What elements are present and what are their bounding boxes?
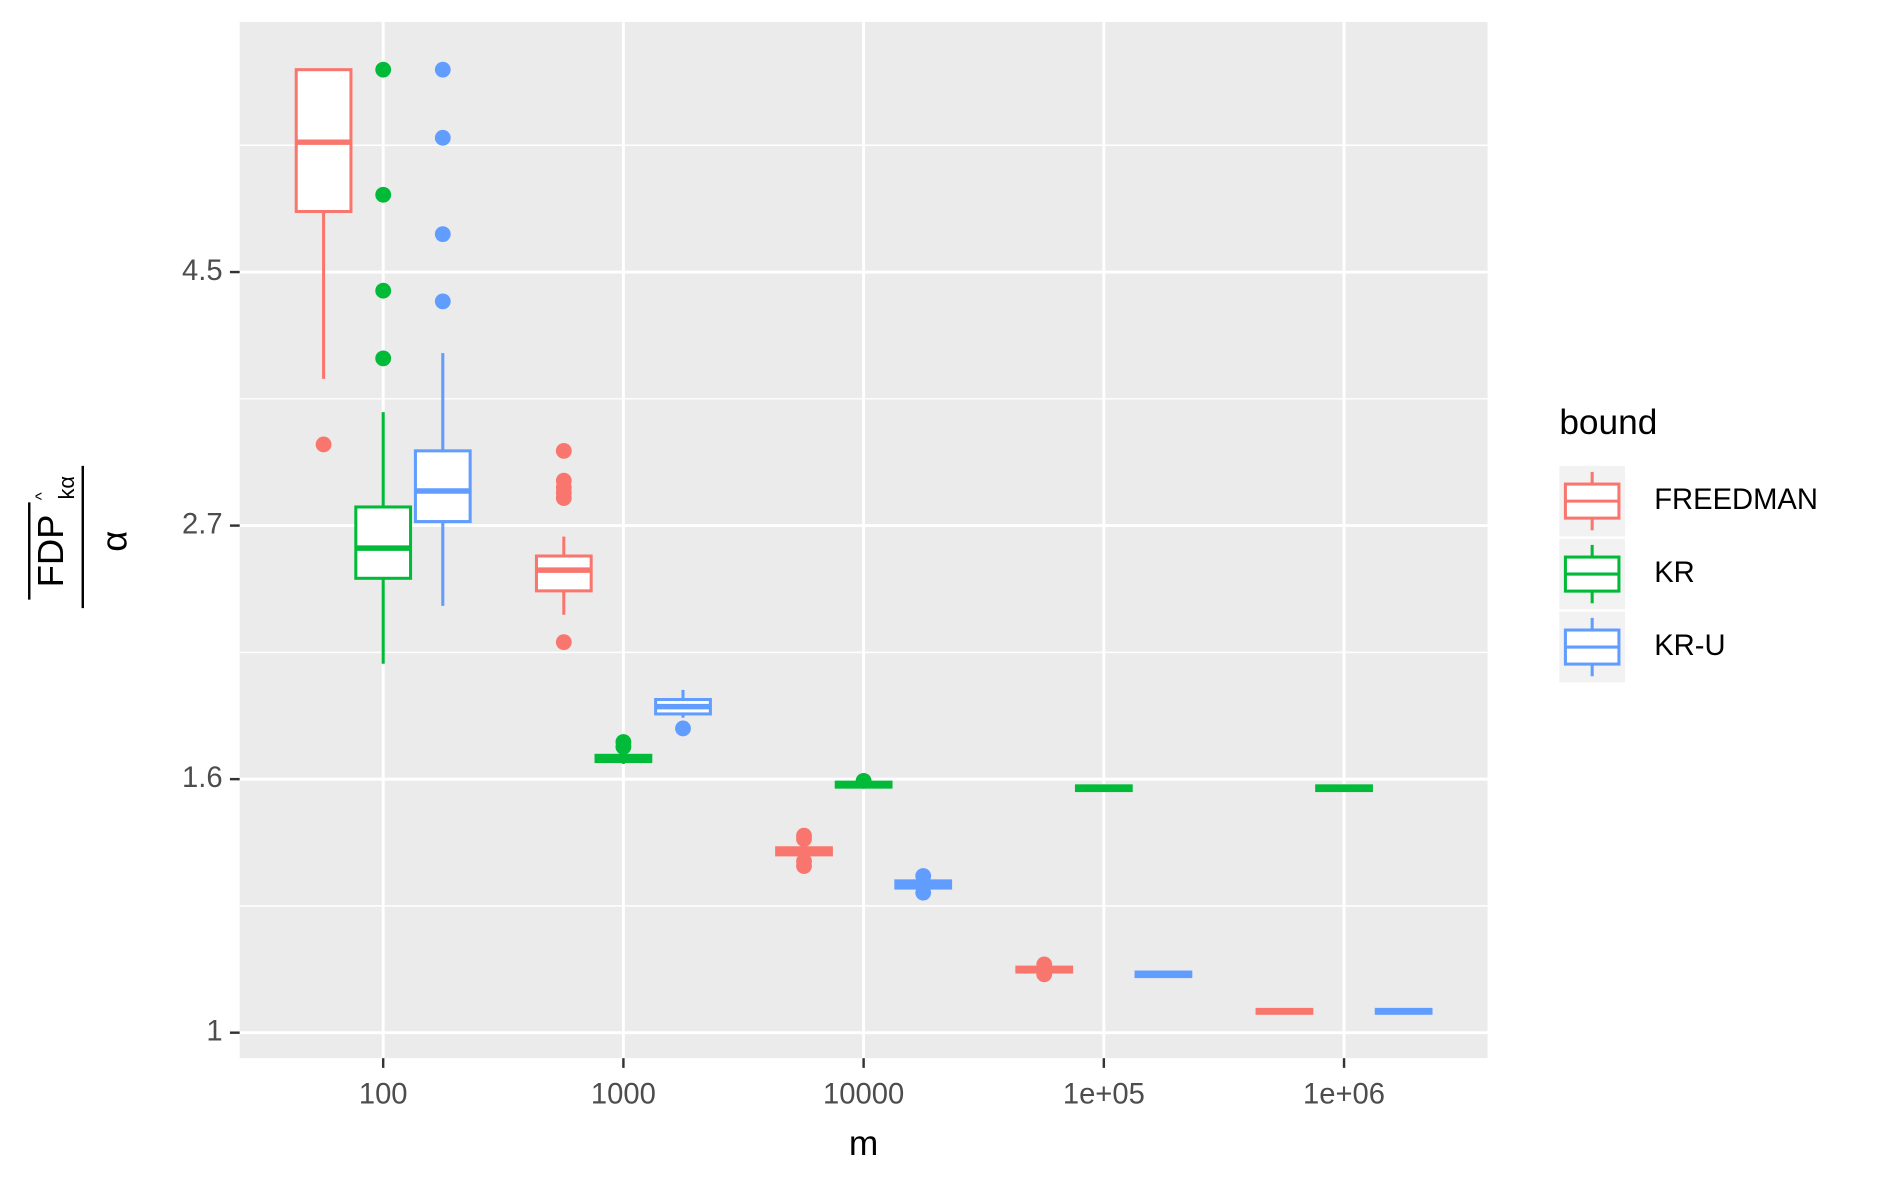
y-tick-label: 1 [206, 1015, 222, 1047]
outlier [434, 61, 451, 78]
outlier [375, 61, 392, 78]
y-tick-label: 2.7 [182, 508, 223, 540]
marks [294, 61, 1433, 1015]
outlier [796, 858, 812, 874]
legend-label: FREEDMAN [1654, 484, 1818, 516]
outlier [434, 293, 451, 310]
y-title-subscript: kα [54, 476, 79, 500]
x-tick-label: 100 [359, 1079, 408, 1111]
outlier [915, 868, 932, 884]
outlier [434, 129, 451, 146]
outlier [555, 442, 572, 459]
y-tick-label: 4.5 [182, 255, 223, 287]
x-tick-label: 10000 [823, 1079, 904, 1111]
y-tick-label: 1.6 [182, 762, 223, 794]
y-title-numerator: FDP [30, 515, 71, 588]
outlier [375, 186, 392, 203]
grid [229, 21, 1488, 1068]
outlier [855, 772, 872, 789]
box [413, 449, 472, 524]
y-title-denominator: α [93, 531, 134, 552]
outlier [615, 738, 632, 755]
box [534, 554, 593, 593]
outlier [555, 634, 572, 651]
legend-label: KR-U [1654, 630, 1725, 662]
x-axis-title: m [849, 1124, 878, 1163]
outlier [796, 831, 812, 847]
x-tick-label: 1000 [591, 1079, 656, 1111]
outlier [675, 720, 691, 737]
outlier [1036, 966, 1053, 983]
legend: FREEDMAN KR KR-U [1559, 465, 1818, 683]
outlier [434, 226, 451, 243]
box [354, 505, 413, 580]
legend-label: KR [1654, 557, 1695, 589]
outlier [375, 350, 392, 367]
y-axis-title: FDP kα ^ α [28, 465, 134, 609]
x-tick-label: 1e+05 [1063, 1079, 1145, 1111]
legend-title: bound [1559, 403, 1657, 442]
hat: ^ [32, 492, 51, 500]
x-tick-label: 1e+06 [1303, 1079, 1385, 1111]
outlier [915, 884, 932, 901]
outlier [375, 282, 392, 299]
outlier [315, 436, 332, 453]
outlier [555, 490, 572, 506]
